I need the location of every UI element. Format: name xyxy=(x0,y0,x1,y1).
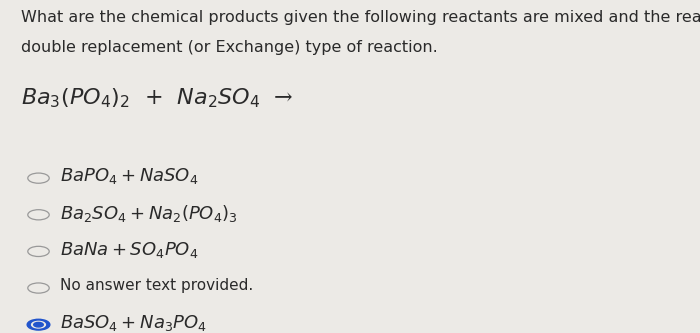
Text: What are the chemical products given the following reactants are mixed and the r: What are the chemical products given the… xyxy=(21,10,700,25)
Text: $BaSO_4 + Na_3PO_4$: $BaSO_4 + Na_3PO_4$ xyxy=(60,313,206,333)
Text: $Ba_2SO_4 + Na_2(PO_4)_3$: $Ba_2SO_4 + Na_2(PO_4)_3$ xyxy=(60,203,237,224)
Text: $Ba_3(PO_4)_2$  +  $Na_2SO_4$  →: $Ba_3(PO_4)_2$ + $Na_2SO_4$ → xyxy=(21,87,294,110)
Text: $BaPO_4 + NaSO_4$: $BaPO_4 + NaSO_4$ xyxy=(60,166,198,186)
Text: No answer text provided.: No answer text provided. xyxy=(60,278,253,293)
Text: double replacement (or Exchange) type of reaction.: double replacement (or Exchange) type of… xyxy=(21,40,438,55)
Text: $BaNa + SO_4PO_4$: $BaNa + SO_4PO_4$ xyxy=(60,240,198,260)
